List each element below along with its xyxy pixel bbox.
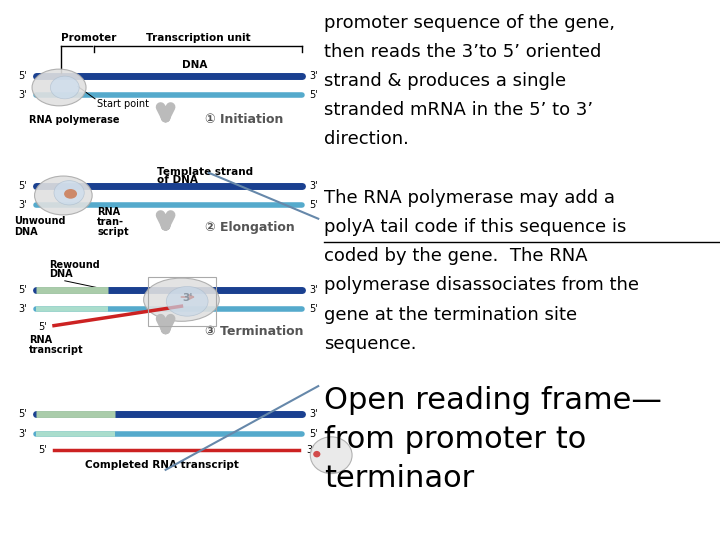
Ellipse shape [310,437,352,474]
Text: 3': 3' [19,305,27,314]
Text: Open reading frame—: Open reading frame— [324,386,662,415]
Text: ③ Termination: ③ Termination [205,325,304,338]
Text: 5': 5' [19,285,27,295]
Text: DNA: DNA [49,269,73,279]
Text: transcript: transcript [29,345,84,355]
Text: 5': 5' [19,71,27,80]
Text: 3': 3' [19,200,27,210]
Text: 5': 5' [310,305,318,314]
Text: 3': 3' [19,90,27,100]
Text: Rewound: Rewound [49,260,99,270]
Text: polymerase disassociates from the: polymerase disassociates from the [324,276,639,294]
Text: Template strand: Template strand [157,166,253,177]
Ellipse shape [313,451,320,457]
Text: ② Elongation: ② Elongation [205,221,295,234]
Text: 3': 3' [19,429,27,438]
Text: coded by the gene.  The RNA: coded by the gene. The RNA [324,247,588,265]
Text: 5': 5' [19,409,27,419]
Text: 3': 3' [310,71,318,80]
Text: promoter sequence of the gene,: promoter sequence of the gene, [324,14,615,31]
Ellipse shape [54,180,84,205]
Text: then reads the 3’to 5’ oriented: then reads the 3’to 5’ oriented [324,43,601,60]
Ellipse shape [35,176,92,215]
Text: The RNA polymerase may add a: The RNA polymerase may add a [324,189,615,207]
Text: 3': 3' [310,181,318,191]
Text: RNA: RNA [97,207,120,218]
Text: 3': 3' [306,445,315,455]
Ellipse shape [50,76,79,99]
Text: 5': 5' [38,322,47,332]
Text: 5': 5' [310,90,318,100]
Text: ① Initiation: ① Initiation [205,113,284,126]
Text: Start point: Start point [97,99,149,109]
Text: direction.: direction. [324,130,409,148]
Text: DNA: DNA [14,227,38,237]
Text: terminaor: terminaor [324,464,474,493]
Text: RNA: RNA [29,335,52,345]
Text: stranded mRNA in the 5’ to 3’: stranded mRNA in the 5’ to 3’ [324,101,593,119]
Text: strand & produces a single: strand & produces a single [324,72,566,90]
Text: script: script [97,227,129,237]
Text: Promoter: Promoter [61,33,117,43]
Text: sequence.: sequence. [324,335,416,353]
Text: Completed RNA transcript: Completed RNA transcript [85,460,239,470]
Ellipse shape [166,286,208,316]
Text: 5': 5' [19,181,27,191]
Text: from promoter to: from promoter to [324,425,586,454]
Text: gene at the termination site: gene at the termination site [324,306,577,323]
Text: 5': 5' [310,200,318,210]
Text: 3': 3' [310,285,318,295]
Ellipse shape [143,278,220,321]
Ellipse shape [64,189,77,199]
Text: of DNA: of DNA [157,174,198,185]
Text: DNA: DNA [181,60,207,70]
Text: Unwound: Unwound [14,216,66,226]
Text: tran-: tran- [97,217,125,227]
Text: polyA tail code if this sequence is: polyA tail code if this sequence is [324,218,626,236]
Text: RNA polymerase: RNA polymerase [29,115,120,125]
Ellipse shape [32,69,86,106]
Text: 3': 3' [310,409,318,419]
Text: Transcription unit: Transcription unit [145,33,251,43]
Text: 5': 5' [38,445,47,455]
Text: 5': 5' [310,429,318,438]
Text: 3': 3' [182,293,192,303]
